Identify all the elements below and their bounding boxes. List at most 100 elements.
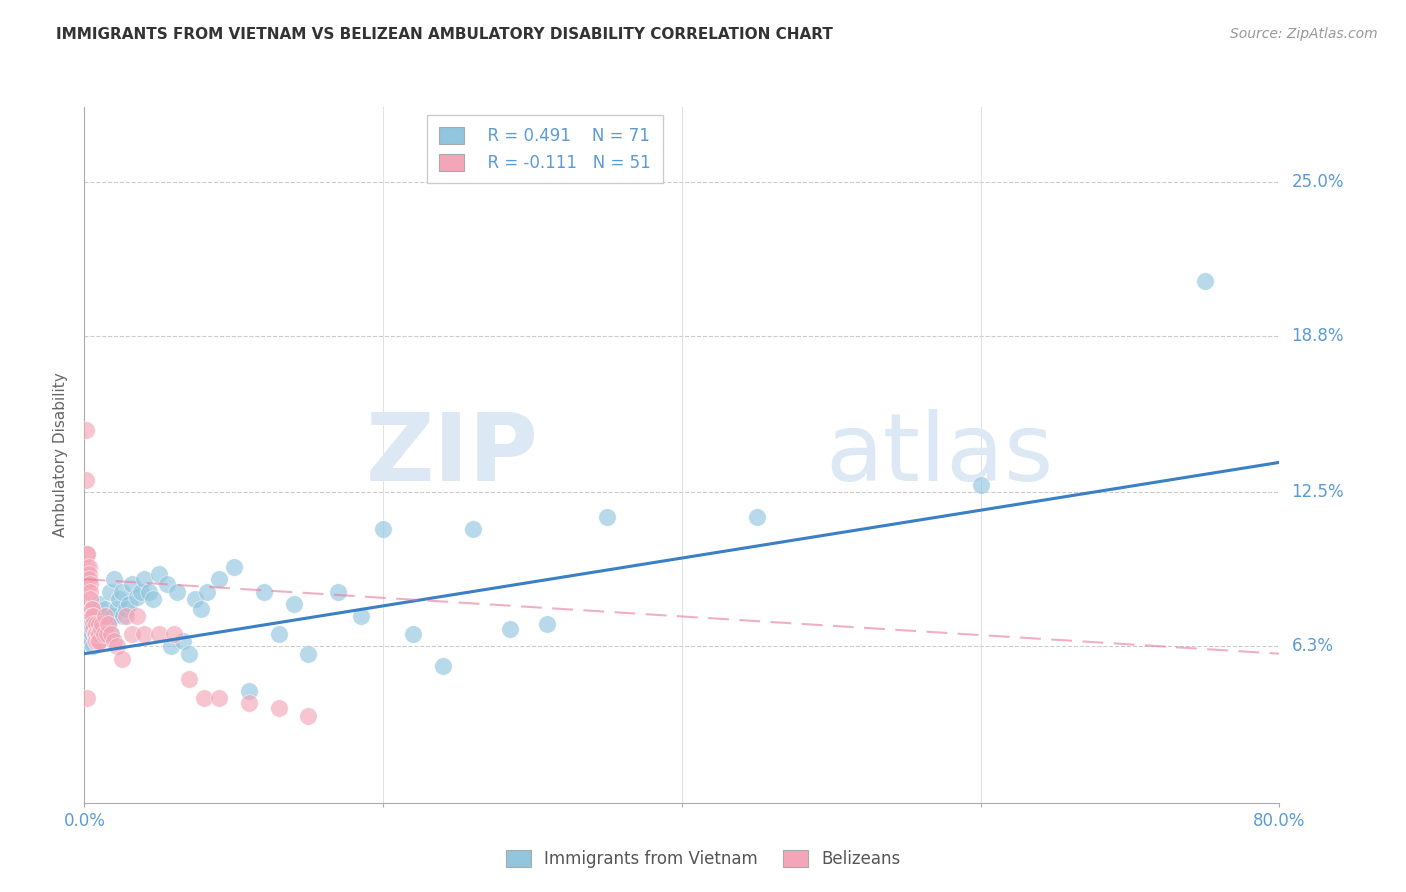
Point — [86, 627, 108, 641]
Point — [1194, 274, 1216, 288]
Point — [90, 627, 112, 641]
Point — [96, 627, 118, 641]
Point — [91, 624, 114, 639]
Point — [75, 627, 97, 641]
Point — [89, 597, 111, 611]
Point — [79, 577, 101, 591]
Point — [93, 615, 115, 629]
Point — [79, 632, 101, 646]
Point — [87, 627, 110, 641]
Point — [83, 622, 105, 636]
Point — [238, 684, 260, 698]
Point — [77, 572, 100, 586]
Point — [112, 609, 135, 624]
Point — [87, 627, 110, 641]
Point — [125, 609, 148, 624]
Point — [97, 616, 120, 631]
Point — [91, 616, 114, 631]
Point — [79, 584, 101, 599]
Point — [83, 634, 105, 648]
Point — [82, 609, 104, 624]
Point — [499, 622, 522, 636]
Point — [80, 634, 103, 648]
Point — [107, 592, 129, 607]
Point — [82, 616, 104, 631]
Text: Source: ZipAtlas.com: Source: ZipAtlas.com — [1230, 27, 1378, 41]
Point — [148, 567, 170, 582]
Point — [75, 473, 97, 487]
Point — [103, 634, 125, 648]
Text: 18.8%: 18.8% — [1291, 326, 1344, 344]
Point — [155, 577, 177, 591]
Point — [77, 627, 100, 641]
Point — [80, 602, 103, 616]
Point — [208, 572, 231, 586]
Point — [121, 627, 143, 641]
Point — [172, 634, 194, 648]
Point — [105, 602, 128, 616]
Point — [76, 634, 98, 648]
Point — [129, 584, 152, 599]
Point — [105, 639, 128, 653]
Point — [238, 697, 260, 711]
Point — [184, 592, 207, 607]
Point — [195, 584, 218, 599]
Y-axis label: Ambulatory Disability: Ambulatory Disability — [53, 373, 69, 537]
Point — [89, 616, 111, 631]
Point — [76, 547, 98, 561]
Point — [75, 423, 97, 437]
Text: 25.0%: 25.0% — [1291, 172, 1344, 191]
Point — [432, 659, 454, 673]
Point — [94, 609, 117, 624]
Point — [402, 627, 425, 641]
Point — [100, 627, 122, 641]
Point — [160, 639, 183, 653]
Text: ZIP: ZIP — [366, 409, 538, 501]
Point — [86, 616, 108, 631]
Point — [142, 592, 165, 607]
Text: IMMIGRANTS FROM VIETNAM VS BELIZEAN AMBULATORY DISABILITY CORRELATION CHART: IMMIGRANTS FROM VIETNAM VS BELIZEAN AMBU… — [56, 27, 834, 42]
Point — [536, 616, 558, 631]
Point — [76, 559, 98, 574]
Point — [82, 622, 104, 636]
Point — [83, 627, 105, 641]
Point — [350, 609, 373, 624]
Point — [596, 510, 619, 524]
Point — [118, 597, 141, 611]
Point — [79, 619, 101, 633]
Point — [328, 584, 350, 599]
Legend: Immigrants from Vietnam, Belizeans: Immigrants from Vietnam, Belizeans — [499, 843, 907, 875]
Point — [77, 567, 100, 582]
Point — [77, 559, 100, 574]
Point — [970, 477, 993, 491]
Point — [222, 559, 245, 574]
Point — [91, 609, 114, 624]
Point — [283, 597, 305, 611]
Point — [148, 627, 170, 641]
Point — [253, 584, 276, 599]
Point — [297, 708, 319, 723]
Point — [115, 602, 138, 616]
Point — [193, 691, 215, 706]
Point — [90, 622, 112, 636]
Point — [76, 616, 98, 631]
Point — [82, 639, 104, 653]
Point — [80, 627, 103, 641]
Point — [101, 609, 124, 624]
Point — [80, 602, 103, 616]
Point — [121, 577, 143, 591]
Point — [82, 616, 104, 631]
Point — [177, 647, 200, 661]
Point — [86, 632, 108, 646]
Point — [103, 572, 125, 586]
Point — [83, 627, 105, 641]
Point — [267, 701, 290, 715]
Point — [83, 627, 105, 641]
Text: 12.5%: 12.5% — [1291, 483, 1344, 501]
Point — [94, 602, 117, 616]
Point — [111, 651, 134, 665]
Point — [87, 619, 110, 633]
Legend:   R = 0.491    N = 71,   R = -0.111   N = 51: R = 0.491 N = 71, R = -0.111 N = 51 — [427, 115, 662, 184]
Point — [297, 647, 319, 661]
Point — [93, 627, 115, 641]
